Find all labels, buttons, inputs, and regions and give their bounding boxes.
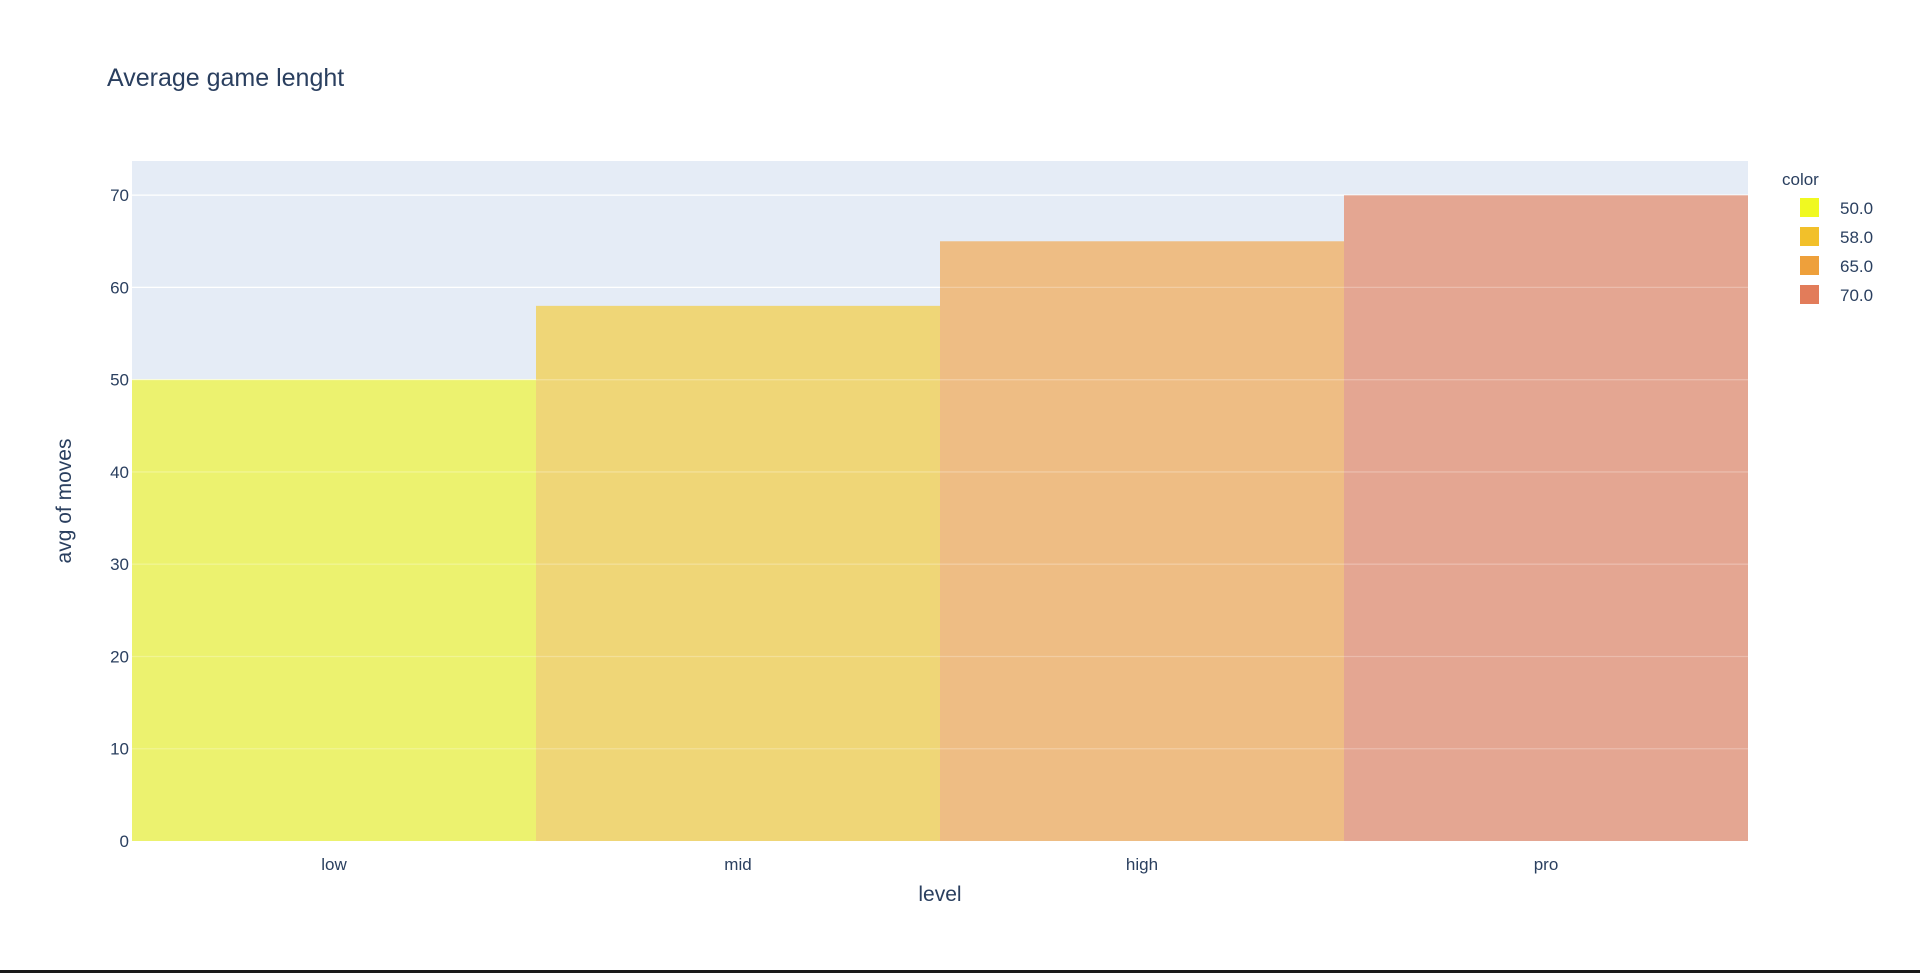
chart-title: Average game lenght [107,64,344,92]
bars [132,195,1748,842]
bar-mid[interactable] [536,305,940,841]
y-axis-ticks: 0 10 20 30 40 50 60 70 [110,186,129,851]
legend-label[interactable]: 70.0 [1840,286,1873,305]
legend: color 50.0 58.0 65.0 70.0 [1782,170,1873,305]
legend-swatch[interactable] [1800,198,1819,217]
bar-low[interactable] [132,379,536,841]
legend-label[interactable]: 65.0 [1840,257,1873,276]
x-axis-ticks: low mid high pro [321,855,1558,874]
y-axis-title: avg of moves [53,439,76,564]
y-tick-label: 40 [110,463,129,482]
x-axis-title: level [918,883,961,906]
legend-swatch[interactable] [1800,285,1819,304]
x-tick-label: low [321,855,347,874]
y-tick-label: 50 [110,371,129,390]
x-tick-label: mid [724,855,751,874]
legend-items: 50.0 58.0 65.0 70.0 [1800,198,1873,305]
legend-swatch[interactable] [1800,227,1819,246]
bar-high[interactable] [940,241,1344,842]
legend-label[interactable]: 58.0 [1840,228,1873,247]
y-tick-label: 30 [110,555,129,574]
bar-pro[interactable] [1344,195,1748,841]
grid-lines-over-bars [132,194,1748,750]
y-tick-label: 0 [120,832,129,851]
y-tick-label: 20 [110,647,129,666]
legend-swatch[interactable] [1800,256,1819,275]
y-tick-label: 70 [110,186,129,205]
window-bottom-border [0,970,1920,973]
y-tick-label: 60 [110,278,129,297]
legend-label[interactable]: 50.0 [1840,199,1873,218]
x-tick-label: pro [1534,855,1559,874]
y-tick-label: 10 [110,740,129,759]
x-tick-label: high [1126,855,1158,874]
legend-title: color [1782,170,1819,189]
